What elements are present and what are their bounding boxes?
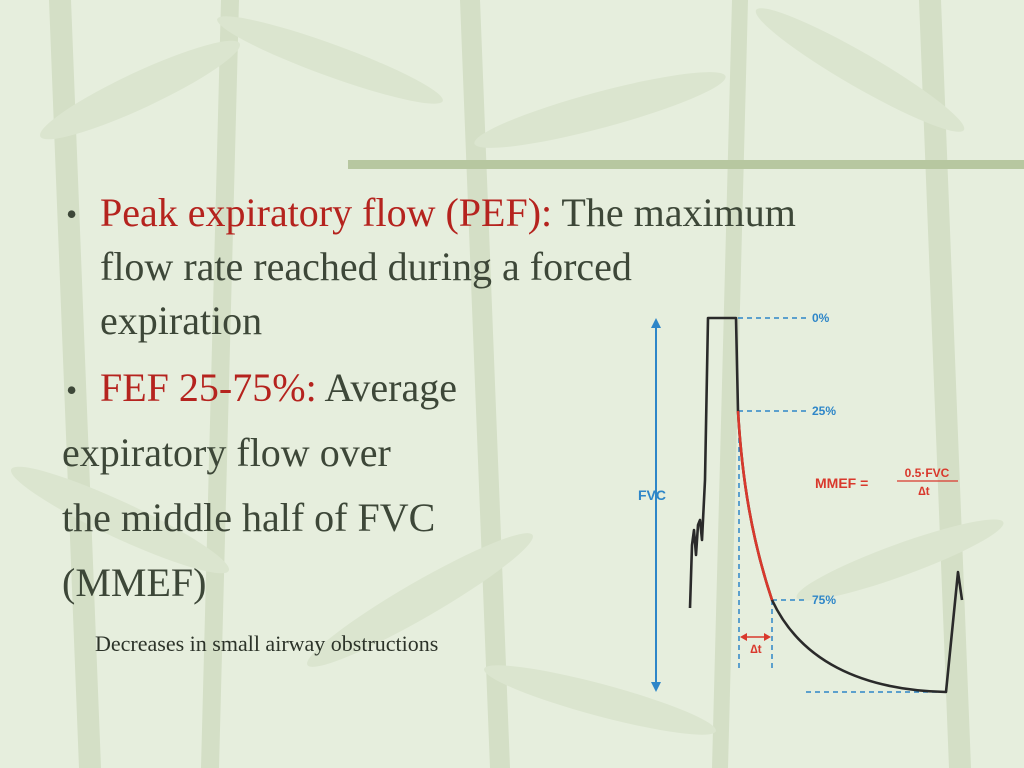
title-accent-bar [348, 160, 1024, 169]
bullet-fef-line-1: FEF 25-75%: Average [100, 361, 457, 415]
delta-t-label: ∆t [750, 642, 761, 656]
bullet-pef-line-3: expiration [100, 298, 263, 343]
mmef-segment [736, 410, 774, 601]
pef-definition: The maximum [552, 190, 796, 235]
formula-denominator: ∆t [918, 484, 929, 498]
bullet-fef-line-4: (MMEF) [62, 560, 207, 605]
delta-t-arrow [740, 633, 771, 641]
bullet-fef-line-3: the middle half of FVC [62, 495, 436, 540]
formula-numerator: 0.5·FVC [905, 466, 950, 480]
expiration-curve [688, 316, 964, 694]
pef-term: Peak expiratory flow (PEF): [100, 190, 553, 235]
label-25pct: 25% [812, 404, 836, 418]
bullet-pef-line-1: Peak expiratory flow (PEF): The maximum [100, 186, 796, 240]
fef-definition: Average [316, 365, 457, 410]
fvc-arrow [651, 318, 661, 692]
bullet-pef-line-2: flow rate reached during a forced [100, 244, 632, 289]
label-75pct: 75% [812, 593, 836, 607]
label-0pct: 0% [812, 311, 830, 325]
formula-lhs: MMEF = [815, 475, 868, 491]
bullet-marker: • [66, 196, 78, 232]
fvc-label: FVC [638, 487, 666, 503]
fef-term: FEF 25-75%: [100, 365, 317, 410]
mmef-spirogram: FVC 0% 25% 75% ∆t MMEF = 0.5·FVC ∆t [638, 311, 964, 694]
note-text: Decreases in small airway obstructions [95, 631, 439, 656]
bullet-fef-line-2: expiratory flow over [62, 430, 391, 475]
bullet-marker: • [66, 372, 78, 408]
